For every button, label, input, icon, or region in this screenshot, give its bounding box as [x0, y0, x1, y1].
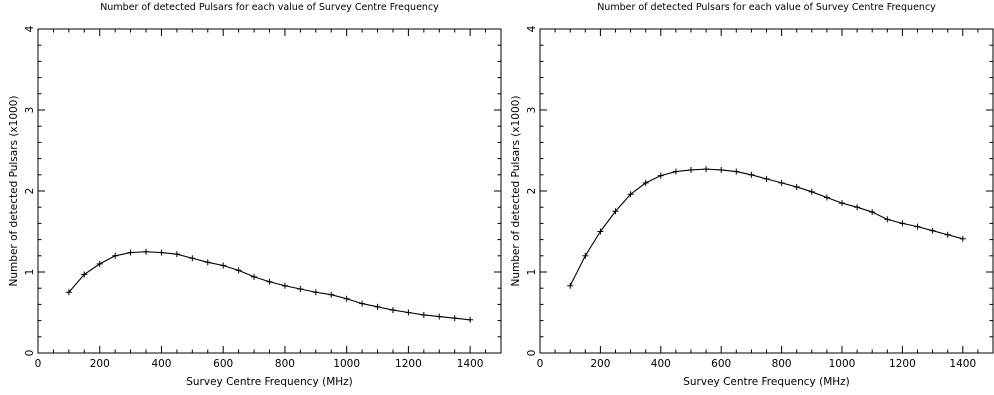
plot-frame — [37, 28, 502, 354]
data-point — [703, 166, 710, 173]
x-tick-label: 0 — [35, 358, 42, 370]
data-point — [127, 249, 134, 256]
data-point — [688, 166, 694, 173]
series-line — [68, 251, 471, 321]
data-point — [763, 175, 770, 182]
x-tick-label: 1400 — [949, 358, 976, 370]
data-point — [642, 179, 649, 186]
y-tick-label: 0 — [24, 350, 36, 357]
chart-title: Number of detected Pulsars for each valu… — [597, 2, 936, 13]
y-axis-label: Number of detected Pulsars (x1000) — [8, 96, 20, 287]
series-line — [569, 168, 963, 287]
y-tick-label: 1 — [526, 269, 538, 276]
data-point — [672, 168, 679, 175]
y-tick-label: 1 — [24, 269, 36, 276]
y-tick-label: 0 — [526, 350, 538, 357]
data-point — [405, 309, 412, 316]
data-point — [189, 255, 196, 262]
x-tick-label: 200 — [590, 358, 610, 370]
data-point — [612, 208, 619, 215]
chart-title: Number of detected Pulsars for each valu… — [100, 2, 439, 13]
data-point — [112, 252, 119, 259]
data-point — [451, 315, 458, 322]
x-tick-label: 200 — [90, 358, 110, 370]
plot-frame — [539, 28, 994, 354]
data-point — [567, 282, 574, 289]
data-point — [297, 286, 304, 293]
data-point — [158, 249, 165, 256]
x-tick-label: 1000 — [333, 358, 360, 370]
data-point — [312, 289, 319, 296]
data-point — [81, 271, 88, 278]
data-point — [869, 209, 876, 216]
x-tick-label: 400 — [651, 358, 671, 370]
y-tick-label: 2 — [24, 188, 36, 195]
x-tick-label: 1200 — [395, 358, 422, 370]
x-tick-label: 600 — [213, 358, 233, 370]
data-point — [748, 171, 755, 178]
data-point — [839, 200, 845, 207]
data-point — [582, 252, 589, 259]
data-point — [823, 194, 830, 201]
x-tick-label: 1400 — [457, 358, 484, 370]
y-tick-label: 3 — [526, 107, 538, 114]
data-point — [899, 220, 906, 227]
data-point — [914, 223, 921, 230]
x-tick-label: 600 — [711, 358, 731, 370]
data-point — [718, 166, 725, 173]
data-point — [389, 307, 396, 314]
chart-panel-1: Number of detected Pulsars for each valu… — [8, 2, 502, 388]
x-tick-label: 0 — [537, 358, 544, 370]
x-axis-label: Survey Centre Frequency (MHz) — [186, 376, 353, 388]
x-tick-label: 800 — [275, 358, 295, 370]
data-point — [235, 267, 242, 274]
y-tick-label: 4 — [24, 25, 36, 32]
x-tick-label: 1200 — [889, 358, 916, 370]
data-point — [374, 303, 381, 310]
data-point — [854, 204, 861, 211]
x-tick-label: 800 — [772, 358, 792, 370]
data-point — [657, 172, 664, 179]
data-point — [220, 262, 227, 269]
chart-panel-2: Number of detected Pulsars for each valu… — [510, 2, 994, 388]
data-point — [204, 259, 211, 266]
y-tick-label: 4 — [526, 25, 538, 32]
y-tick-label: 3 — [24, 107, 36, 114]
data-point — [597, 228, 604, 235]
data-point — [266, 278, 273, 285]
y-tick-label: 2 — [526, 188, 538, 195]
data-point — [793, 183, 800, 190]
data-point — [420, 311, 427, 318]
x-tick-label: 1000 — [829, 358, 856, 370]
data-point — [173, 251, 180, 258]
data-point — [929, 227, 936, 234]
data-point — [436, 313, 443, 320]
data-point — [467, 316, 474, 323]
data-point — [143, 248, 150, 255]
data-point — [281, 282, 288, 289]
data-point — [65, 289, 72, 296]
data-point — [884, 216, 891, 223]
data-point — [251, 273, 258, 280]
data-point — [359, 300, 366, 307]
x-tick-label: 400 — [151, 358, 171, 370]
data-point — [959, 235, 966, 242]
x-axis-label: Survey Centre Frequency (MHz) — [683, 376, 850, 388]
data-point — [343, 295, 350, 302]
data-point — [778, 179, 785, 186]
y-axis-label: Number of detected Pulsars (x1000) — [510, 96, 522, 287]
data-point — [96, 260, 103, 267]
data-point — [733, 168, 740, 175]
data-point — [944, 231, 951, 238]
data-point — [627, 191, 634, 198]
data-point — [328, 291, 335, 298]
data-point — [808, 188, 815, 195]
